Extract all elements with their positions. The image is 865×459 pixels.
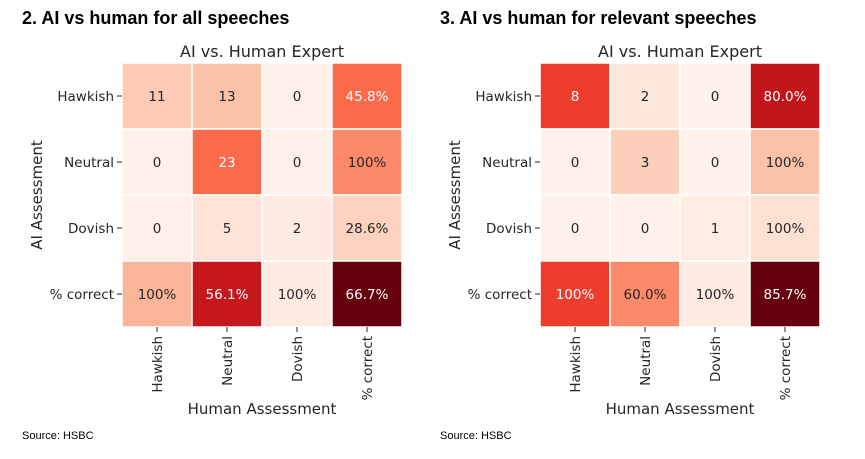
heatmap-chart: AI vs. Human Expert 8 2 0 80.0% 0 3 0 100% 0 0 1 100… xyxy=(446,42,821,418)
x-tick-label-neutral: Neutral xyxy=(638,336,654,386)
chart-title: AI vs. Human Expert xyxy=(598,42,762,61)
y-tick-label-pct-correct: % correct xyxy=(50,287,114,303)
cell-value-label: 0 xyxy=(711,89,720,105)
heatmap-cell xyxy=(191,260,263,328)
cell-value-label: 5 xyxy=(223,221,232,237)
heatmap-cell xyxy=(191,128,263,196)
cell-value-label: 100% xyxy=(278,287,317,303)
cell-value-label: 0 xyxy=(293,89,302,105)
heatmap-cell xyxy=(679,62,751,130)
cell-value-label: 85.7% xyxy=(764,287,807,303)
y-tick-label-pct-correct: % correct xyxy=(468,287,532,303)
panel-all-speeches: 2. AI vs human for all speeches AI vs. H… xyxy=(14,0,439,459)
heatmap-cell xyxy=(121,62,193,130)
heatmap-cell xyxy=(539,194,611,262)
heatmap-cell xyxy=(539,62,611,130)
heatmap-cell xyxy=(609,62,681,130)
y-axis-label: AI Assessment xyxy=(28,140,46,250)
heatmap-cell xyxy=(331,260,403,328)
cell-value-label: 100% xyxy=(766,155,805,171)
panel-heading: 3. AI vs human for relevant speeches xyxy=(440,8,757,28)
cell-value-label: 13 xyxy=(218,89,235,105)
x-tick-label-dovish: Dovish xyxy=(708,336,724,382)
y-tick-label-hawkish: Hawkish xyxy=(57,89,114,105)
cell-value-label: 2 xyxy=(641,89,650,105)
cell-value-label: 0 xyxy=(153,155,162,171)
cell-value-label: 0 xyxy=(571,155,580,171)
heatmap-cell xyxy=(331,62,403,130)
cell-value-label: 1 xyxy=(711,221,720,237)
y-tick-label-neutral: Neutral xyxy=(64,155,114,171)
x-tick-label-neutral: Neutral xyxy=(220,336,236,386)
y-tick-label-hawkish: Hawkish xyxy=(475,89,532,105)
x-tick-label-hawkish: Hawkish xyxy=(150,336,166,393)
x-axis-label: Human Assessment xyxy=(606,400,755,418)
y-axis-label: AI Assessment xyxy=(446,140,464,250)
cell-value-label: 0 xyxy=(293,155,302,171)
x-axis-label: Human Assessment xyxy=(188,400,337,418)
cell-value-label: 0 xyxy=(711,155,720,171)
y-tick-label-dovish: Dovish xyxy=(486,221,532,237)
cell-value-label: 66.7% xyxy=(346,287,389,303)
cell-value-label: 8 xyxy=(571,89,580,105)
heatmap-cell xyxy=(191,62,263,130)
cell-value-label: 3 xyxy=(641,155,650,171)
cell-value-label: 45.8% xyxy=(346,89,389,105)
cell-value-label: 0 xyxy=(571,221,580,237)
cell-value-label: 100% xyxy=(348,155,387,171)
heatmap-cell xyxy=(331,128,403,196)
cell-value-label: 23 xyxy=(218,155,235,171)
cell-value-label: 100% xyxy=(138,287,177,303)
cell-value-label: 56.1% xyxy=(206,287,249,303)
cell-value-label: 11 xyxy=(148,89,165,105)
x-tick-label-pct-correct: % correct xyxy=(360,336,376,400)
heatmap-cell xyxy=(749,62,821,130)
heatmap-chart: AI vs. Human Expert 11 13 0 45.8% 0 23 0 100% 0 5 2… xyxy=(28,42,403,418)
x-tick-label-pct-correct: % correct xyxy=(778,336,794,400)
heatmap-cell xyxy=(609,194,681,262)
heatmap-cell xyxy=(749,260,821,328)
source-note: Source: HSBC xyxy=(440,430,512,442)
cell-value-label: 100% xyxy=(766,221,805,237)
cell-value-label: 0 xyxy=(641,221,650,237)
x-tick-label-hawkish: Hawkish xyxy=(568,336,584,393)
cell-value-label: 60.0% xyxy=(624,287,667,303)
panel-relevant-speeches: 3. AI vs human for relevant speeches AI … xyxy=(432,0,857,459)
y-tick-label-dovish: Dovish xyxy=(68,221,114,237)
cell-value-label: 2 xyxy=(293,221,302,237)
heatmap-cell xyxy=(679,194,751,262)
cell-value-label: 28.6% xyxy=(346,221,389,237)
cell-value-label: 0 xyxy=(153,221,162,237)
y-tick-label-neutral: Neutral xyxy=(482,155,532,171)
heatmap-cell xyxy=(679,128,751,196)
source-note: Source: HSBC xyxy=(22,430,94,442)
cell-value-label: 100% xyxy=(696,287,735,303)
heatmap-cell xyxy=(191,194,263,262)
x-tick-label-dovish: Dovish xyxy=(290,336,306,382)
panel-heading: 2. AI vs human for all speeches xyxy=(22,8,290,28)
heatmap-cell xyxy=(331,194,403,262)
chart-title: AI vs. Human Expert xyxy=(180,42,344,61)
cell-value-label: 80.0% xyxy=(764,89,807,105)
cell-value-label: 100% xyxy=(556,287,595,303)
